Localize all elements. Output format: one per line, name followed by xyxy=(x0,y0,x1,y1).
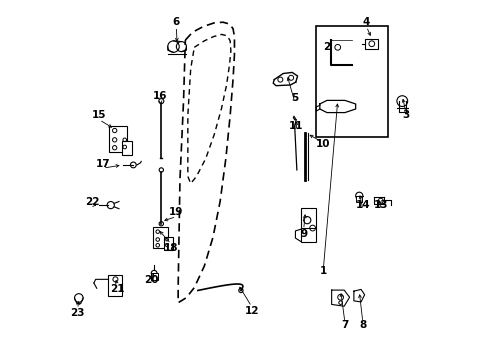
Bar xyxy=(108,275,122,296)
Bar xyxy=(122,140,132,155)
Text: 10: 10 xyxy=(316,139,330,149)
Text: 20: 20 xyxy=(144,275,158,285)
Bar xyxy=(164,237,172,250)
Text: 6: 6 xyxy=(172,17,180,27)
Text: 22: 22 xyxy=(84,197,99,207)
Text: 8: 8 xyxy=(359,320,366,330)
Text: 18: 18 xyxy=(163,243,178,253)
Text: 12: 12 xyxy=(244,306,258,316)
Text: 11: 11 xyxy=(289,121,303,131)
Bar xyxy=(365,39,378,49)
Text: 21: 21 xyxy=(110,284,124,294)
Text: 7: 7 xyxy=(341,320,348,330)
Bar xyxy=(301,208,316,229)
Bar xyxy=(316,26,387,137)
Bar xyxy=(150,273,158,280)
Text: 4: 4 xyxy=(362,17,369,27)
Bar xyxy=(109,126,126,152)
Text: 16: 16 xyxy=(153,91,167,101)
Text: 15: 15 xyxy=(92,111,106,121)
Bar xyxy=(356,196,362,202)
Text: 1: 1 xyxy=(319,266,326,276)
Text: 2: 2 xyxy=(323,42,330,52)
Text: 14: 14 xyxy=(355,200,369,210)
Bar xyxy=(301,228,316,242)
Text: 13: 13 xyxy=(373,200,387,210)
Text: 9: 9 xyxy=(300,229,306,239)
Text: 3: 3 xyxy=(402,111,408,121)
Text: 17: 17 xyxy=(95,159,110,169)
Text: 19: 19 xyxy=(169,207,183,217)
Text: 23: 23 xyxy=(70,308,85,318)
Text: 5: 5 xyxy=(290,93,298,103)
Bar xyxy=(153,227,168,248)
